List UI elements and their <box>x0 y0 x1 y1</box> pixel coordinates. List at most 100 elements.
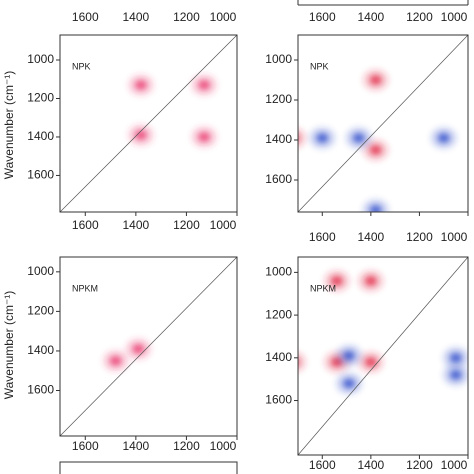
peak-core <box>369 205 382 212</box>
y-tick-label: 1400 <box>27 343 54 357</box>
x-tick-label: 1200 <box>173 218 200 232</box>
x-tick-label: 1600 <box>72 439 99 453</box>
panel: NPKM 1000 1200 1400 1600 1600 1400 1200 1000 <box>265 256 469 472</box>
x-tick-label: 1200 <box>406 458 433 472</box>
plot-area <box>127 74 218 148</box>
y-tick-label: 1000 <box>265 265 292 279</box>
panel-label: NPKM <box>310 283 336 293</box>
y-tick-label: 1400 <box>27 129 54 143</box>
diagonal <box>59 256 238 437</box>
peak <box>191 125 218 148</box>
x-tick-label: 1000 <box>210 218 237 232</box>
x-tick-label: 1600 <box>309 458 336 472</box>
x-tick-label: 1000 <box>441 230 468 244</box>
plot-area <box>298 269 468 395</box>
panel-frame <box>59 256 238 437</box>
peak <box>336 372 362 395</box>
y-tick-label: 1400 <box>265 132 292 146</box>
x-tick-label: 1400 <box>358 10 385 24</box>
peak-core <box>369 145 382 155</box>
peak-core <box>449 352 462 363</box>
panel-label: NPKM <box>72 283 98 293</box>
peak <box>357 351 384 374</box>
diagonal <box>297 34 469 213</box>
peak <box>362 139 389 161</box>
peak <box>102 349 129 372</box>
x-tick-label: 1200 <box>406 230 433 244</box>
colorbar-bottom <box>59 461 238 474</box>
y-tick-label: 1600 <box>27 168 54 182</box>
peak-core <box>132 343 145 354</box>
x-tick-label: 1400 <box>358 230 385 244</box>
x-tick-label: 1200 <box>173 439 200 453</box>
peak-core <box>352 133 365 143</box>
peak-halo <box>298 127 307 149</box>
x-tick-label: 1400 <box>358 458 385 472</box>
y-tick-label: 1400 <box>265 350 292 364</box>
peak <box>442 363 468 386</box>
x-tick-label: 1600 <box>72 218 99 232</box>
y-tick-label: 1200 <box>27 91 54 105</box>
colorbar-top <box>297 0 469 6</box>
peak <box>323 269 350 292</box>
y-axis-label: Wavenumber (cm⁻¹) <box>2 291 16 400</box>
y-tick-label: 1600 <box>27 383 54 397</box>
x-tick-label: 1400 <box>123 439 150 453</box>
peak-core <box>316 133 329 143</box>
peak-core <box>198 80 211 91</box>
peak-core <box>449 369 462 380</box>
peak <box>430 127 457 149</box>
x-tick-label: 1600 <box>72 10 99 24</box>
panel-label: NPK <box>310 61 329 71</box>
panel-label: NPK <box>72 61 91 71</box>
peak <box>345 127 372 149</box>
peak-core <box>369 75 382 85</box>
peak-core <box>134 130 147 141</box>
x-tick-label: 1200 <box>173 10 200 24</box>
x-tick-label: 1600 <box>309 10 336 24</box>
peak <box>442 346 468 369</box>
peak <box>125 337 152 360</box>
peak <box>336 344 362 367</box>
y-tick-label: 1000 <box>265 52 292 66</box>
peak-core <box>109 355 122 366</box>
y-tick-label: 1000 <box>27 264 54 278</box>
x-tick-label: 1000 <box>441 458 468 472</box>
x-tick-label: 1000 <box>441 10 468 24</box>
peak-core <box>437 133 450 143</box>
peak-core <box>364 357 377 368</box>
peak <box>357 269 384 292</box>
peak-core <box>198 131 211 142</box>
peak <box>191 74 218 97</box>
peak-core <box>330 275 343 286</box>
y-axis-label: Wavenumber (cm⁻¹) <box>2 71 16 180</box>
peak <box>127 74 154 97</box>
y-tick-label: 1200 <box>27 304 54 318</box>
x-tick-label: 1000 <box>210 10 237 24</box>
peak-core <box>343 350 355 361</box>
x-tick-label: 1600 <box>309 230 336 244</box>
panel: NPKM 1000 1200 1400 1600 1600 1400 1200 1000 Wave… <box>2 256 238 453</box>
plot-area <box>102 337 152 372</box>
diagonal <box>59 34 238 213</box>
panel-frame <box>59 34 238 213</box>
panel-frame <box>297 256 469 456</box>
y-tick-label: 1000 <box>27 52 54 66</box>
x-tick-label: 1200 <box>406 10 433 24</box>
y-tick-label: 1200 <box>265 92 292 106</box>
panel: NPK 1000 1200 1400 1600 1600 1600 1400 1400 1200 1… <box>2 10 238 232</box>
peak <box>362 199 389 212</box>
diagonal <box>297 256 469 456</box>
plot-area <box>298 69 457 212</box>
peak-core <box>364 275 377 286</box>
peak <box>127 124 154 147</box>
peak <box>362 69 389 91</box>
x-tick-label: 1000 <box>210 439 237 453</box>
peak <box>309 127 336 149</box>
y-tick-label: 1600 <box>265 172 292 186</box>
x-tick-label: 1400 <box>123 10 150 24</box>
y-tick-label: 1200 <box>265 307 292 321</box>
panel: NPK 1000 1200 1400 1600 1600 1600 1400 1400 1200 1… <box>265 10 469 244</box>
y-tick-label: 1600 <box>265 393 292 407</box>
